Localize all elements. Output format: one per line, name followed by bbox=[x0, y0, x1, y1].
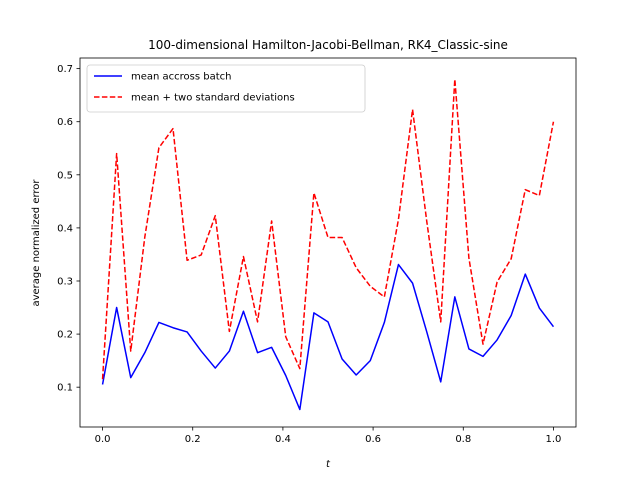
y-axis: 0.1 0.2 0.3 0.4 0.5 0.6 0.7 bbox=[57, 64, 80, 394]
y-tick-label: 0.4 bbox=[57, 223, 73, 234]
series-line-1 bbox=[101, 263, 555, 411]
x-tick-label: 0.4 bbox=[275, 434, 291, 445]
plot-area bbox=[79, 57, 577, 428]
y-axis-label: average normalized error bbox=[31, 179, 42, 307]
chart-title: 100-dimensional Hamilton-Jacobi-Bellman,… bbox=[148, 38, 508, 52]
x-tick-label: 0.0 bbox=[95, 434, 111, 445]
y-tick-label: 0.6 bbox=[57, 117, 73, 128]
x-tick-label: 1.0 bbox=[546, 434, 562, 445]
x-axis: 0.0 0.2 0.4 0.6 0.8 1.0 bbox=[95, 427, 562, 445]
y-tick-label: 0.5 bbox=[57, 170, 73, 181]
y-tick-label: 0.3 bbox=[57, 276, 73, 287]
legend-box bbox=[86, 64, 366, 113]
x-tick-label: 0.2 bbox=[185, 434, 201, 445]
axes-frame bbox=[79, 57, 577, 428]
series-line-2 bbox=[101, 78, 555, 380]
legend: mean accross batch mean + two standard de… bbox=[86, 64, 366, 113]
x-tick-label: 0.6 bbox=[365, 434, 381, 445]
legend-label-1: mean accross batch bbox=[131, 72, 232, 83]
x-axis-label: t bbox=[326, 459, 331, 470]
y-tick-label: 0.7 bbox=[57, 64, 73, 75]
y-tick-label: 0.1 bbox=[57, 383, 73, 394]
x-tick-label: 0.8 bbox=[455, 434, 471, 445]
legend-label-2: mean + two standard deviations bbox=[131, 93, 295, 104]
y-tick-label: 0.2 bbox=[57, 330, 73, 341]
